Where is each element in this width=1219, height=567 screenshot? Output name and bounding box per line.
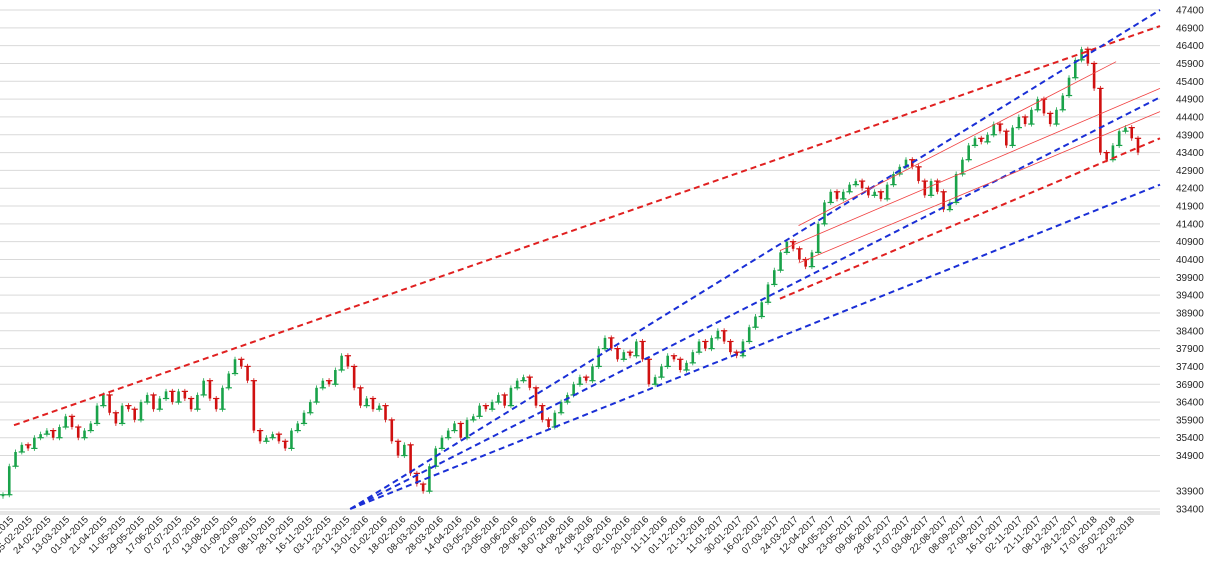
y-tick-label: 42400 bbox=[1176, 184, 1204, 195]
y-tick-label: 41400 bbox=[1176, 219, 1204, 230]
y-tick-label: 40900 bbox=[1176, 237, 1204, 248]
y-tick-label: 39900 bbox=[1176, 273, 1204, 284]
y-tick-label: 45400 bbox=[1176, 77, 1204, 88]
y-tick-label: 44400 bbox=[1176, 112, 1204, 123]
blue-trend-line bbox=[349, 183, 1161, 510]
x-axis-band bbox=[0, 511, 1160, 515]
y-tick-label: 34900 bbox=[1176, 451, 1204, 462]
red-channel-line bbox=[779, 88, 1161, 251]
y-tick-label: 42900 bbox=[1176, 166, 1204, 177]
y-tick-label: 47400 bbox=[1176, 6, 1204, 17]
y-tick-label: 38900 bbox=[1176, 308, 1204, 319]
y-tick-label: 36400 bbox=[1176, 398, 1204, 409]
y-tick-label: 35400 bbox=[1176, 433, 1204, 444]
y-tick-label: 41900 bbox=[1176, 202, 1204, 213]
trend-lines bbox=[13, 9, 1161, 510]
red-trend-line bbox=[13, 25, 1161, 427]
blue-trend-line bbox=[349, 9, 1161, 510]
red-trend-line bbox=[779, 137, 1161, 300]
y-tick-label: 33900 bbox=[1176, 487, 1204, 498]
y-axis: 33400 33900 34900 35400 35900 36400 36900 37400… bbox=[1176, 6, 1204, 516]
y-tick-label: 35900 bbox=[1176, 415, 1204, 426]
red-channel-line bbox=[798, 111, 1161, 264]
x-axis: 201505-02-201524-02-201513-03-201501-04-… bbox=[0, 514, 1137, 556]
red-channel-line bbox=[798, 61, 1117, 226]
y-tick-label: 37900 bbox=[1176, 344, 1204, 355]
y-tick-label: 33400 bbox=[1176, 505, 1204, 516]
y-tick-label: 44900 bbox=[1176, 95, 1204, 106]
y-tick-label: 43400 bbox=[1176, 148, 1204, 159]
y-tick-label: 45900 bbox=[1176, 59, 1204, 70]
price-series bbox=[0, 46, 1142, 499]
y-tick-label: 36900 bbox=[1176, 380, 1204, 391]
y-tick-label: 40400 bbox=[1176, 255, 1204, 266]
y-tick-label: 38400 bbox=[1176, 326, 1204, 337]
y-tick-label: 46400 bbox=[1176, 41, 1204, 52]
y-tick-label: 37400 bbox=[1176, 362, 1204, 373]
grid-lines bbox=[0, 9, 1160, 510]
y-tick-label: 46900 bbox=[1176, 23, 1204, 34]
y-tick-label: 43900 bbox=[1176, 130, 1204, 141]
y-tick-label: 39400 bbox=[1176, 291, 1204, 302]
blue-trend-line bbox=[349, 96, 1161, 510]
